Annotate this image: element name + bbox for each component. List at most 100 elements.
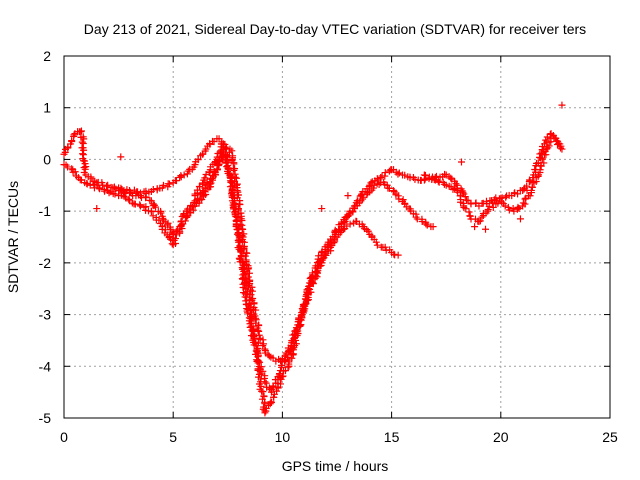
data-point-fill	[528, 183, 536, 191]
data-point	[558, 145, 566, 153]
data-point-fill	[105, 189, 113, 197]
data-point-fill	[423, 221, 431, 229]
data-point-fill	[373, 241, 381, 249]
data-point-fill	[394, 170, 402, 178]
data-point	[346, 220, 354, 228]
data-point	[93, 205, 101, 213]
data-point	[370, 181, 378, 189]
x-axis-label: GPS time / hours	[282, 458, 389, 474]
data-point-fill	[452, 180, 460, 188]
data-point-fill	[465, 208, 473, 216]
data-point	[516, 215, 524, 223]
data-point-fill	[213, 166, 221, 174]
data-point-fill	[164, 219, 172, 227]
y-tick-label: -3	[39, 307, 52, 323]
plot-frame	[63, 55, 611, 419]
data-point-fill	[505, 206, 513, 214]
data-point-fill	[68, 137, 76, 145]
data-point-fill	[231, 173, 239, 181]
data-point-fill	[64, 163, 72, 171]
data-point-fill	[229, 203, 237, 211]
data-point-fill	[349, 208, 357, 216]
data-point-fill	[282, 351, 290, 359]
data-point	[471, 223, 479, 231]
data-point-fill	[275, 370, 283, 378]
chart-title: Day 213 of 2021, Sidereal Day-to-day VTE…	[84, 21, 586, 37]
data-point-fill	[228, 197, 236, 205]
data-point-fill	[202, 191, 210, 199]
y-tick-label: -4	[39, 358, 52, 374]
data-point	[261, 378, 269, 386]
data-point-fill	[395, 195, 403, 203]
data-point-fill	[259, 388, 267, 396]
data-point	[228, 155, 236, 163]
data-point	[202, 145, 210, 153]
data-point-fill	[327, 239, 335, 247]
data-point-fill	[514, 203, 522, 211]
data-point-fill	[538, 155, 546, 163]
data-point-fill	[252, 306, 260, 314]
data-point	[254, 339, 262, 347]
data-point-fill	[281, 352, 289, 360]
data-point	[287, 349, 295, 357]
y-tick-label: 0	[43, 151, 51, 167]
y-tick-label: -2	[39, 255, 52, 271]
data-point-fill	[166, 180, 174, 188]
data-point-fill	[244, 273, 252, 281]
data-point	[429, 223, 437, 231]
data-point	[482, 225, 490, 233]
x-tick-label: 25	[602, 429, 618, 445]
data-point-fill	[236, 220, 244, 228]
data-point-fill	[184, 167, 192, 175]
data-point	[394, 251, 402, 259]
data-point-fill	[244, 309, 252, 317]
data-point-fill	[485, 202, 493, 210]
data-point-fill	[255, 327, 263, 335]
data-point	[298, 311, 306, 319]
data-point-fill	[278, 361, 286, 369]
data-point	[259, 342, 267, 350]
data-point	[215, 161, 223, 169]
y-tick-label: 2	[43, 48, 51, 64]
x-tick-labels: 0 5 10 15 20 25	[60, 429, 618, 445]
data-point-fill	[142, 194, 150, 202]
data-point-fill	[181, 217, 189, 225]
axis-ticks	[63, 55, 611, 419]
data-point-fill	[255, 331, 263, 339]
data-point-fill	[172, 177, 180, 185]
data-point	[431, 176, 439, 184]
data-point-fill	[223, 163, 231, 171]
data-point-fill	[254, 326, 262, 334]
data-point	[265, 352, 273, 360]
data-point	[372, 238, 380, 246]
data-point-fill	[253, 345, 261, 353]
data-point-fill	[312, 268, 320, 276]
data-point-fill	[381, 169, 389, 177]
data-point	[457, 158, 465, 166]
data-point-fill	[177, 172, 185, 180]
y-tick-label: -5	[39, 410, 52, 426]
data-point-fill	[316, 262, 324, 270]
data-point	[523, 186, 531, 194]
data-point-fill	[159, 181, 167, 189]
data-point-fill	[222, 144, 230, 152]
data-point-fill	[515, 205, 523, 213]
data-point-fill	[126, 188, 134, 196]
data-point-fill	[185, 208, 193, 216]
data-point-fill	[70, 131, 78, 139]
data-point-fill	[385, 184, 393, 192]
data-point	[274, 373, 282, 381]
x-tick-label: 10	[275, 429, 291, 445]
data-point-fill	[478, 213, 486, 221]
data-point-fill	[68, 165, 76, 173]
data-point-fill	[240, 230, 248, 238]
x-tick-label: 15	[384, 429, 400, 445]
data-point-fill	[284, 363, 292, 371]
data-point	[95, 184, 103, 192]
data-point-fill	[526, 192, 534, 200]
data-point-fill	[172, 231, 180, 239]
data-point-fill	[122, 194, 130, 202]
data-point	[344, 192, 352, 200]
x-tick-label: 0	[60, 429, 68, 445]
data-point-fill	[363, 226, 371, 234]
